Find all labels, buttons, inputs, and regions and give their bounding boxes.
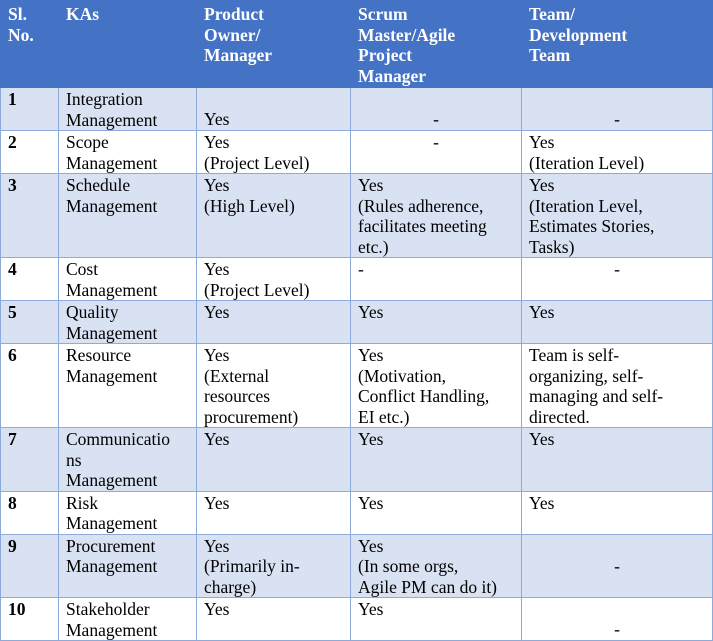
cell-team: Yes <box>521 427 713 492</box>
cell-scrum-master: Yes (Rules adherence, facilitates meetin… <box>350 173 522 258</box>
table-row: 9 Procurement Management Yes (Primarily in… <box>0 533 713 598</box>
table-row: 8 Risk Management Yes Yes Yes <box>0 490 713 535</box>
cell-sl-no: 10 <box>0 597 59 641</box>
header-product-owner: Product Owner/ Manager <box>196 0 351 88</box>
table-row: 2 Scope Management Yes (Project Level) - Yes… <box>0 130 713 174</box>
table-row: 4 Cost Management Yes (Project Level) - - <box>0 257 713 301</box>
header-sl-no: Sl. No. <box>0 0 59 88</box>
cell-team: - <box>521 597 713 641</box>
cell-team: - <box>521 87 713 131</box>
cell-ka: Cost Management <box>58 257 197 301</box>
cell-sl-no: 7 <box>0 427 59 492</box>
cell-scrum-master: - <box>350 257 522 301</box>
header-scrum-master: Scrum Master/Agile Project Manager <box>350 0 522 88</box>
cell-product-owner: Yes (Primarily in- charge) <box>196 533 351 598</box>
table-row: 6 Resource Management Yes (External resour… <box>0 343 713 428</box>
cell-team: Yes <box>521 300 713 344</box>
cell-product-owner: Yes <box>196 87 351 131</box>
cell-product-owner: Yes <box>196 300 351 344</box>
cell-team: Yes <box>521 490 713 535</box>
cell-sl-no: 5 <box>0 300 59 344</box>
table-row: 1 Integration Management Yes - - <box>0 87 713 131</box>
cell-product-owner: Yes (Project Level) <box>196 130 351 174</box>
cell-scrum-master: Yes <box>350 300 522 344</box>
cell-ka: Procurement Management <box>58 533 197 598</box>
cell-ka: Integration Management <box>58 87 197 131</box>
cell-product-owner: Yes <box>196 597 351 641</box>
cell-ka: Risk Management <box>58 490 197 535</box>
cell-sl-no: 8 <box>0 490 59 535</box>
cell-scrum-master: - <box>350 87 522 131</box>
cell-scrum-master: Yes (In some orgs, Agile PM can do it) <box>350 533 522 598</box>
cell-scrum-master: Yes <box>350 490 522 535</box>
cell-product-owner: Yes (External resources procurement) <box>196 343 351 428</box>
cell-product-owner: Yes (High Level) <box>196 173 351 258</box>
table-row: 5 Quality Management Yes Yes Yes <box>0 300 713 344</box>
cell-scrum-master: Yes (Motivation, Conflict Handling, EI e… <box>350 343 522 428</box>
table-row: 10 Stakeholder Management Yes Yes - <box>0 597 713 641</box>
cell-scrum-master: Yes <box>350 427 522 492</box>
cell-sl-no: 4 <box>0 257 59 301</box>
cell-sl-no: 9 <box>0 533 59 598</box>
cell-team: Yes (Iteration Level, Estimates Stories,… <box>521 173 713 258</box>
cell-ka: Communicatio ns Management <box>58 427 197 492</box>
cell-team: - <box>521 533 713 598</box>
cell-ka: Scope Management <box>58 130 197 174</box>
cell-product-owner: Yes <box>196 490 351 535</box>
cell-team: Team is self- organizing, self- managing… <box>521 343 713 428</box>
cell-sl-no: 2 <box>0 130 59 174</box>
cell-scrum-master: Yes <box>350 597 522 641</box>
cell-team: - <box>521 257 713 301</box>
cell-product-owner: Yes (Project Level) <box>196 257 351 301</box>
cell-ka: Schedule Management <box>58 173 197 258</box>
header-team: Team/ Development Team <box>521 0 713 88</box>
cell-ka: Stakeholder Management <box>58 597 197 641</box>
header-row: Sl. No. KAs Product Owner/ Manager Scrum Ma… <box>0 0 713 88</box>
cell-scrum-master: - <box>350 130 522 174</box>
cell-team: Yes (Iteration Level) <box>521 130 713 174</box>
cell-ka: Quality Management <box>58 300 197 344</box>
cell-sl-no: 1 <box>0 87 59 131</box>
cell-sl-no: 6 <box>0 343 59 428</box>
cell-product-owner: Yes <box>196 427 351 492</box>
table-row: 3 Schedule Management Yes (High Level) Yes … <box>0 173 713 258</box>
cell-ka: Resource Management <box>58 343 197 428</box>
cell-sl-no: 3 <box>0 173 59 258</box>
header-kas: KAs <box>58 0 197 88</box>
table-row: 7 Communicatio ns Management Yes Yes Yes <box>0 427 713 492</box>
